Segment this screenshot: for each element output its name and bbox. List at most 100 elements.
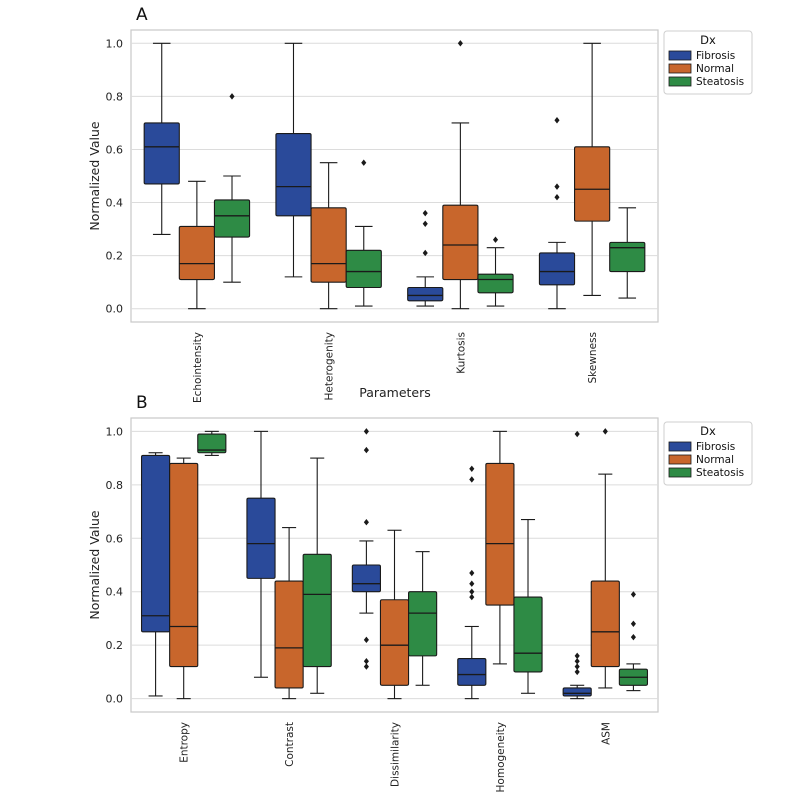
y-tick-label: 0.4 xyxy=(106,586,124,599)
x-category-label-contrast: Contrast xyxy=(284,722,296,767)
box-normal-kurtosis xyxy=(442,40,479,310)
box-fibrosis-echointensity xyxy=(143,42,180,235)
panel-b-boxplot-chart: B 0.0 0.2 0.4 0.6 0.8 1.0 Normalized Value Entro… xyxy=(87,393,753,792)
iqr-box xyxy=(143,122,180,185)
outlier-point xyxy=(492,236,499,243)
y-tick-label: 0.4 xyxy=(106,197,124,210)
outlier-point xyxy=(630,620,636,627)
outlier-point xyxy=(469,588,475,595)
legend-label-steatosis: Steatosis xyxy=(696,76,744,88)
legend-label-fibrosis: Fibrosis xyxy=(696,50,735,62)
x-category-label-heterogenity: Heterogenity xyxy=(324,332,336,400)
box-normal-homogeneity xyxy=(485,430,515,665)
iqr-box xyxy=(407,286,444,302)
outlier-point xyxy=(363,446,369,454)
iqr-box xyxy=(538,252,576,286)
outlier-point xyxy=(363,658,369,665)
legend-swatch-fibrosis xyxy=(668,441,692,452)
iqr-box xyxy=(574,146,611,222)
box-fibrosis-heterogenity xyxy=(275,42,312,278)
x-category-label-kurtosis: Kurtosis xyxy=(455,332,467,374)
y-tick-label: 0.0 xyxy=(106,693,124,706)
box-steatosis-asm xyxy=(618,591,649,692)
legend-swatch-steatosis xyxy=(668,76,692,87)
box-fibrosis-homogeneity xyxy=(457,465,487,700)
outlier-point xyxy=(630,633,636,641)
outlier-point xyxy=(363,636,369,644)
box-steatosis-homogeneity xyxy=(513,519,543,694)
legend-swatch-normal xyxy=(668,63,692,74)
box-steatosis-kurtosis xyxy=(477,236,514,307)
legend-label-fibrosis: Fibrosis xyxy=(696,441,735,453)
x-category-label-skewness: Skewness xyxy=(587,332,599,383)
legend-swatch-normal xyxy=(668,454,692,465)
outlier-point xyxy=(554,183,560,190)
iqr-box xyxy=(169,462,199,668)
iqr-box xyxy=(351,564,381,593)
iqr-box xyxy=(197,433,227,454)
box-fibrosis-asm xyxy=(562,430,592,700)
y-tick-label: 0.0 xyxy=(106,303,124,316)
box-normal-dissimilarity xyxy=(379,529,410,700)
y-axis-title: Normalized Value xyxy=(87,121,102,230)
box-steatosis-echointensity xyxy=(213,93,251,283)
iqr-box xyxy=(246,497,276,579)
outlier-point xyxy=(574,668,580,676)
box-normal-entropy xyxy=(169,457,199,700)
iqr-box xyxy=(379,599,410,686)
x-axis-title: Parameters xyxy=(359,385,431,400)
y-axis-title: Normalized Value xyxy=(87,510,102,619)
iqr-box xyxy=(590,580,620,668)
iqr-box xyxy=(408,591,438,657)
panel-label: B xyxy=(136,393,148,413)
outlier-point xyxy=(574,430,580,438)
outlier-point xyxy=(229,93,235,100)
outlier-point xyxy=(469,593,475,601)
iqr-box xyxy=(562,687,592,697)
box-steatosis-skewness xyxy=(609,207,646,299)
legend-title: Dx xyxy=(700,424,716,438)
y-tick-label: 0.8 xyxy=(106,479,124,492)
outlier-point xyxy=(469,465,475,472)
legend-label-steatosis: Steatosis xyxy=(696,467,744,479)
box-normal-skewness xyxy=(574,42,611,297)
box-normal-heterogenity xyxy=(310,162,347,310)
panel-label: A xyxy=(136,5,148,25)
legend-swatch-fibrosis xyxy=(668,50,692,61)
x-category-label-entropy: Entropy xyxy=(179,722,191,763)
outlier-point xyxy=(630,591,636,598)
iqr-box xyxy=(178,225,215,281)
box-steatosis-dissimilarity xyxy=(408,551,438,686)
y-tick-label: 0.8 xyxy=(106,90,124,103)
iqr-box xyxy=(442,204,479,281)
box-normal-asm xyxy=(590,428,620,689)
iqr-box xyxy=(345,249,382,289)
y-tick-label: 0.2 xyxy=(106,639,124,652)
iqr-box xyxy=(275,132,312,217)
box-fibrosis-kurtosis xyxy=(407,209,444,307)
outlier-point xyxy=(469,580,475,587)
outlier-point xyxy=(469,569,475,577)
outlier-point xyxy=(574,663,580,670)
outlier-point xyxy=(422,209,428,217)
iqr-box xyxy=(457,657,487,686)
iqr-box xyxy=(485,462,515,606)
outlier-point xyxy=(469,476,475,483)
outlier-point xyxy=(363,519,369,526)
outlier-point xyxy=(363,663,369,670)
iqr-box xyxy=(213,199,251,238)
outlier-point xyxy=(574,652,580,660)
outlier-point xyxy=(363,428,369,435)
iqr-box xyxy=(140,454,171,633)
x-category-label-echointensity: Echointensity xyxy=(192,332,204,403)
box-steatosis-contrast xyxy=(302,457,332,694)
iqr-box xyxy=(513,596,543,673)
box-fibrosis-skewness xyxy=(538,117,576,310)
x-category-label-dissimilarity: Dissimilarity xyxy=(390,722,402,787)
iqr-box xyxy=(477,273,514,294)
legend-swatch-steatosis xyxy=(668,467,692,478)
iqr-box xyxy=(302,553,332,668)
iqr-box xyxy=(609,241,646,273)
